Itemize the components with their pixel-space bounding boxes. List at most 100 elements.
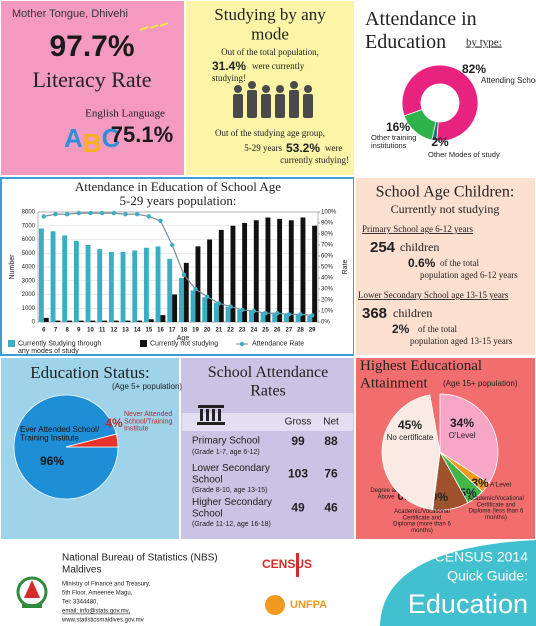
y2-tick-label: 20% — [321, 298, 334, 304]
bar — [195, 246, 201, 322]
line-marker — [134, 212, 140, 217]
legend-swatch — [239, 341, 245, 347]
person-icon — [303, 94, 313, 118]
legend-swatch — [8, 340, 15, 347]
table-header-band — [182, 413, 353, 431]
category-label: Degree and Above — [370, 488, 401, 500]
text-line: Higher Secondary — [192, 497, 272, 508]
line-marker — [193, 286, 198, 292]
bar — [183, 262, 189, 322]
text-line: any modes of study — [18, 348, 79, 355]
literacy-panel — [0, 0, 186, 177]
axis-title: Number — [9, 254, 16, 280]
x-tick-label: 27 — [285, 328, 292, 334]
bar — [230, 225, 236, 322]
person-icon — [275, 94, 285, 118]
letter: C — [102, 123, 121, 153]
guide-banner — [380, 540, 536, 626]
category-label: Ever Attended School/Training Institute — [20, 425, 100, 442]
text-line: Training Institute — [20, 434, 79, 443]
stat: 0.6% — [408, 256, 436, 270]
bar — [288, 220, 294, 322]
icon-part — [197, 422, 225, 425]
bar — [272, 313, 278, 322]
bar — [113, 320, 119, 322]
text-line: months) — [411, 527, 433, 533]
person-icon — [247, 90, 257, 118]
pie-slice — [401, 64, 479, 142]
guide-title: CENSUS 2014 — [435, 549, 529, 565]
x-tick-label: 15 — [145, 328, 152, 334]
heading: Education Status: — [30, 363, 149, 382]
text-line: Diploma (more than 6 — [393, 521, 451, 527]
bar — [125, 320, 131, 322]
body-text: population aged 13-15 years — [410, 336, 513, 346]
emblem — [16, 576, 48, 608]
line-marker — [88, 210, 93, 216]
building-icon — [197, 405, 225, 425]
data-label: 34% — [450, 416, 474, 430]
bar — [62, 235, 68, 322]
body-text: population aged 6-12 years — [420, 270, 518, 280]
body-text: Out of the studying age group, — [215, 128, 325, 138]
x-tick-label: 13 — [122, 328, 129, 334]
x-tick-label: 29 — [309, 328, 316, 334]
bar — [137, 320, 143, 322]
contact: www.statisticsmaldives.gov.mv — [61, 618, 144, 624]
stat: 53.2% — [286, 141, 320, 155]
icon-part — [212, 409, 215, 421]
category-label: No certificate — [387, 433, 434, 442]
school-age-panel — [354, 176, 536, 357]
subheading: by type: — [466, 37, 502, 49]
row-name: Lower Secondary School — [192, 463, 270, 486]
text-line: Attainment — [360, 376, 428, 392]
legend-label: Attendance Rate — [252, 340, 304, 347]
text-line: Above — [377, 494, 395, 500]
legend-swatch — [140, 340, 147, 347]
line-marker — [286, 312, 292, 317]
x-tick-label: 14 — [134, 328, 141, 334]
subheading: (Age 5+ population) — [112, 382, 182, 391]
bar — [190, 290, 196, 322]
abc-letters: ABC — [64, 123, 121, 158]
bar — [67, 320, 73, 322]
y2-tick-label: 10% — [321, 309, 334, 315]
heading: Attendance in Education — [365, 8, 477, 53]
table-cell: 88 — [324, 434, 338, 448]
age-chart-panel — [0, 177, 355, 356]
bar — [102, 320, 108, 322]
bar — [237, 309, 243, 322]
bar — [300, 217, 306, 322]
text-line: Lower Secondary — [192, 463, 270, 474]
legend-label: Currently Studying through any modes of s… — [18, 340, 101, 355]
row-grades: (Grade 8-10, age 13-15) — [192, 487, 268, 494]
big-stat: 97.7% — [49, 30, 134, 63]
group-heading: Lower Secondary School age 13-15 years — [358, 290, 509, 300]
line-marker — [216, 301, 222, 306]
line-marker — [298, 312, 303, 317]
pie-slice — [381, 394, 441, 510]
logo-text: UNFPA — [290, 599, 327, 611]
bar — [213, 302, 219, 322]
person-icon — [276, 85, 284, 93]
text-line: Academic/Vocational — [394, 509, 450, 515]
body-text: of the total — [440, 258, 479, 268]
bar — [78, 320, 84, 322]
bar — [55, 320, 61, 322]
x-tick-label: 20 — [204, 328, 211, 334]
table-cell: 49 — [291, 501, 305, 515]
bar — [307, 315, 313, 322]
chart-title: Attendance in Education of School Age — [75, 179, 281, 194]
person-icon — [234, 85, 242, 93]
plot-frame — [37, 211, 319, 323]
bar — [277, 218, 283, 322]
body-text: children — [400, 240, 439, 254]
icon-part — [200, 409, 203, 421]
y-tick-label: 7000 — [22, 223, 36, 229]
x-tick-label: 18 — [180, 328, 187, 334]
bar — [242, 223, 248, 322]
axis-title: Rate — [342, 260, 349, 275]
pie-slice — [65, 433, 119, 448]
y-tick-label: 8000 — [22, 210, 36, 216]
